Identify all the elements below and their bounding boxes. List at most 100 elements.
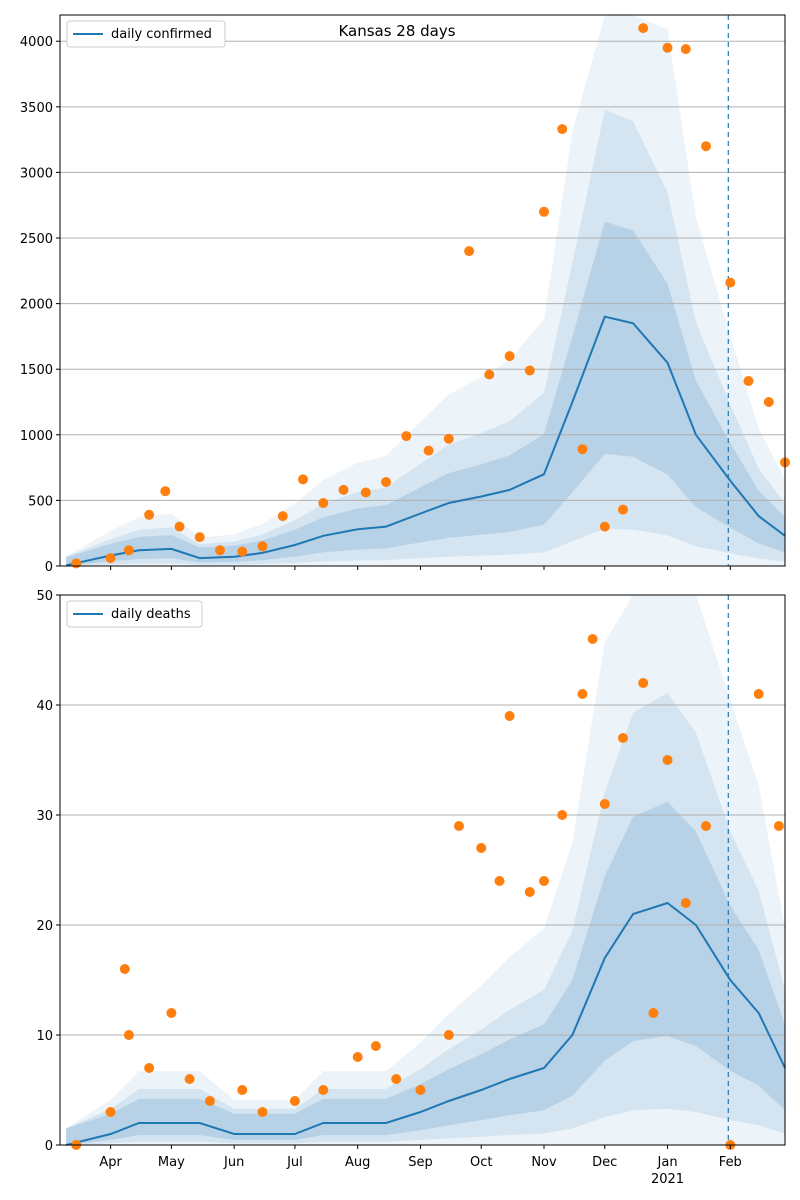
data-point (119, 964, 130, 974)
data-point (160, 486, 171, 497)
data-point (166, 1008, 177, 1018)
data-point (215, 545, 225, 556)
data-point (763, 397, 774, 407)
y-tick-label: 2500 (20, 232, 53, 247)
y-tick-label: 1500 (20, 363, 53, 378)
y-tick-label: 50 (36, 589, 53, 604)
data-point (599, 521, 610, 532)
y-tick-label: 4000 (20, 35, 53, 50)
data-point (338, 484, 349, 495)
data-point (194, 532, 205, 543)
data-point (318, 498, 329, 508)
y-tick-label: 500 (28, 494, 53, 509)
y-tick-label: 40 (36, 699, 53, 714)
x-axis-confirmed (110, 566, 731, 570)
y-tick-label: 2000 (20, 298, 53, 313)
data-point (464, 246, 475, 257)
x-tick-year-label: 2021 (651, 1172, 684, 1187)
y-axis-deaths: 0 10 20 30 40 50 (36, 589, 60, 1154)
data-point (504, 711, 515, 721)
data-point (701, 141, 711, 152)
x-tick-label: Jun (223, 1155, 244, 1170)
data-point (494, 876, 505, 886)
panel-confirmed: 0 500 1000 1500 2000 2500 3000 3500 4000 Kansas … (20, 14, 790, 575)
data-point (443, 1030, 454, 1040)
series-points-deaths (71, 634, 784, 1150)
data-point (144, 1063, 155, 1073)
x-tick-label: Apr (99, 1155, 122, 1170)
y-tick-label: 1000 (20, 429, 53, 444)
data-point (476, 843, 487, 853)
x-tick-label: Dec (592, 1155, 617, 1170)
data-point (680, 44, 691, 55)
data-point (71, 558, 82, 569)
x-tick-label: Jan (657, 1155, 678, 1170)
data-point (277, 511, 288, 522)
data-point (662, 755, 673, 765)
x-tick-label: Aug (345, 1155, 370, 1170)
data-point (773, 821, 784, 831)
data-point (352, 1052, 363, 1062)
data-point (638, 23, 649, 34)
uncertainty-band-inner (66, 221, 786, 566)
y-tick-label: 30 (36, 809, 53, 824)
uncertainty-band-middle (66, 109, 786, 566)
data-point (557, 124, 568, 135)
y-tick-label: 0 (45, 560, 53, 575)
legend-confirmed: daily confirmed (66, 20, 226, 48)
data-point (123, 545, 134, 556)
y-tick-label: 3500 (20, 101, 53, 116)
y-tick-label: 0 (45, 1139, 53, 1154)
data-point (753, 689, 764, 699)
data-point (599, 799, 610, 809)
x-tick-label: Sep (408, 1155, 433, 1170)
data-point (298, 474, 308, 485)
y-tick-label: 3000 (20, 166, 53, 181)
series-line-confirmed (65, 315, 786, 567)
plot-area-deaths (60, 595, 785, 1145)
data-point (370, 1041, 381, 1051)
data-point (618, 504, 628, 515)
uncertainty-bands-confirmed (66, 15, 786, 566)
legend-box-deaths (66, 600, 203, 628)
uncertainty-band-outer (66, 15, 786, 566)
series-points-confirmed (71, 23, 790, 569)
data-point (587, 634, 598, 644)
legend-box-confirmed (66, 20, 226, 48)
uncertainty-band-outer (66, 595, 786, 1145)
data-point (443, 433, 454, 444)
x-tick-label: Oct (470, 1155, 492, 1170)
data-point (539, 206, 549, 217)
legend-label-confirmed: daily confirmed (111, 27, 212, 42)
plot-frame-confirmed (59, 14, 786, 567)
data-point (524, 365, 535, 376)
data-point (484, 369, 495, 380)
data-point (174, 521, 185, 532)
data-point (257, 1107, 268, 1117)
data-point (524, 887, 535, 897)
data-point (539, 876, 549, 886)
data-point (237, 546, 248, 557)
data-point (577, 444, 588, 455)
data-point (237, 1085, 248, 1095)
x-axis-deaths: Apr May Jun Jul Aug Sep Oct Nov Dec Jan 2021 Feb (99, 1145, 742, 1187)
data-point (743, 376, 754, 386)
data-point (184, 1074, 195, 1084)
data-point (391, 1074, 402, 1084)
y-tick-label: 20 (36, 919, 53, 934)
data-point (662, 42, 673, 53)
x-tick-label: May (158, 1155, 185, 1170)
legend-deaths: daily deaths (66, 600, 203, 628)
data-point (725, 277, 736, 288)
series-line (65, 315, 786, 567)
data-point (638, 678, 649, 688)
panel-deaths: 0 10 20 30 40 50 Apr May Jun Jul Aug Sep Oct Nov Dec J… (36, 589, 786, 1187)
series-line-deaths (65, 901, 786, 1146)
legend-label-deaths: daily deaths (111, 607, 191, 622)
data-point (381, 477, 391, 487)
data-point (401, 431, 412, 442)
chart-title: Kansas 28 days (338, 22, 455, 40)
data-point (423, 445, 434, 456)
y-axis-confirmed: 0 500 1000 1500 2000 2500 3000 3500 4000 (20, 35, 60, 575)
